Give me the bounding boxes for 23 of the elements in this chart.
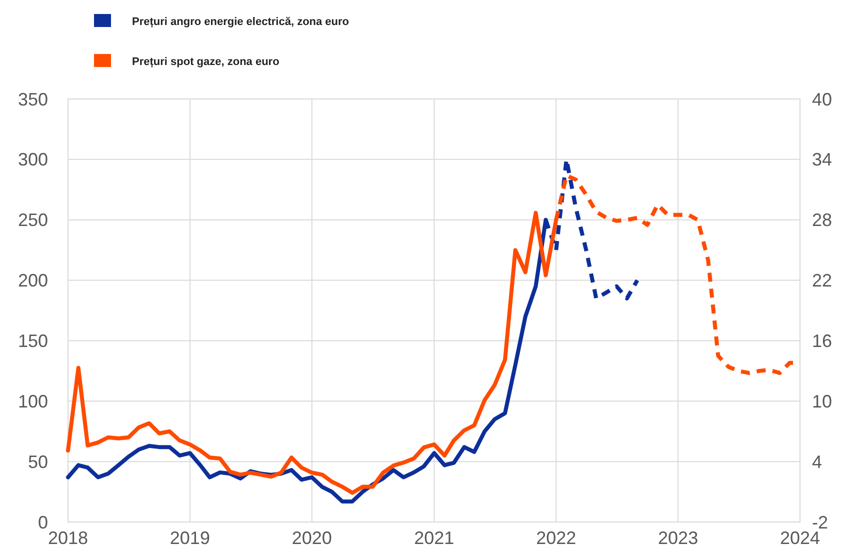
y2-tick-label: 4 <box>812 452 822 472</box>
y-tick-label: 0 <box>38 512 48 532</box>
x-tick-label: 2020 <box>292 528 332 548</box>
y-tick-label: 150 <box>18 331 48 352</box>
y-tick-label: 100 <box>18 391 48 412</box>
x-tick-label: 2021 <box>414 528 454 548</box>
legend-label: Prețuri spot gaze, zona euro <box>132 56 280 68</box>
y-tick-label: 50 <box>28 452 48 472</box>
y-tick-label: 300 <box>18 150 48 170</box>
legend-label: Prețuri angro energie electrică, zona euro <box>132 16 350 28</box>
y2-tick-label: 16 <box>812 331 832 352</box>
y2-tick-label: 28 <box>812 210 832 230</box>
y-tick-label: 200 <box>18 270 48 291</box>
y2-tick-label: 40 <box>812 89 832 110</box>
x-tick-label: 2023 <box>658 528 698 548</box>
y2-tick-label: 22 <box>812 270 832 291</box>
x-tick-label: 2018 <box>48 528 88 548</box>
y-tick-label: 250 <box>18 210 48 230</box>
y2-tick-label: 10 <box>812 391 832 412</box>
x-tick-label: 2019 <box>170 528 210 548</box>
y-tick-label: 350 <box>18 89 48 110</box>
x-tick-label: 2022 <box>536 528 576 548</box>
y2-tick-label: 34 <box>812 150 832 170</box>
